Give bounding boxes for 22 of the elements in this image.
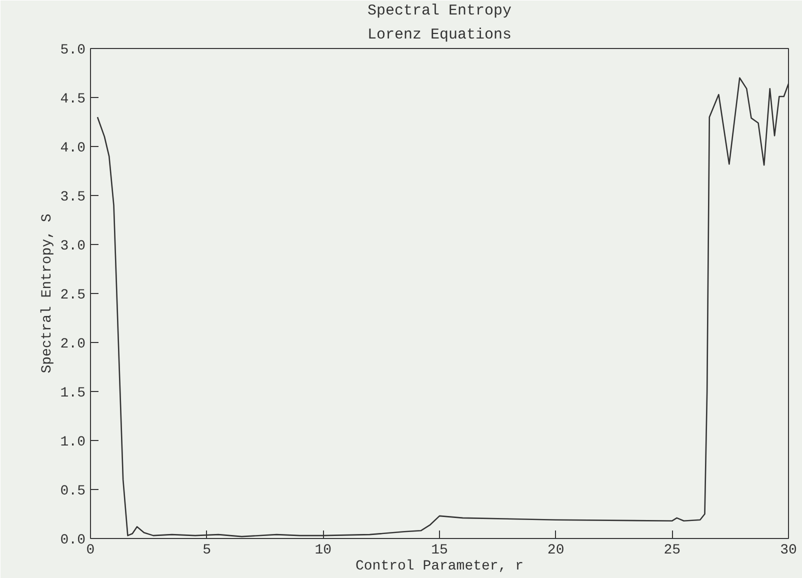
y-tick-label: 4.5 bbox=[60, 92, 86, 108]
y-tick-label: 0.0 bbox=[60, 532, 86, 548]
y-tick-label: 3.0 bbox=[60, 238, 86, 254]
x-tick-label: 30 bbox=[780, 542, 797, 558]
y-tick-label: 1.5 bbox=[60, 386, 86, 402]
x-tick-label: 5 bbox=[202, 542, 212, 558]
y-tick-label: 1.0 bbox=[60, 434, 86, 450]
x-tick-label: 10 bbox=[314, 542, 332, 558]
x-tick-label: 0 bbox=[86, 542, 95, 558]
y-tick-label: 4.0 bbox=[60, 140, 86, 156]
x-tick-label: 20 bbox=[547, 542, 564, 558]
x-tick-label: 25 bbox=[664, 542, 681, 558]
y-tick-label: 5.0 bbox=[60, 42, 86, 58]
chart-subtitle: Lorenz Equations bbox=[367, 26, 512, 44]
y-tick-label: 2.0 bbox=[60, 336, 86, 352]
y-tick-label: 0.5 bbox=[60, 484, 86, 500]
chart-title: Spectral Entropy bbox=[367, 2, 512, 20]
x-tick-label: 15 bbox=[431, 542, 448, 558]
x-axis-title: Control Parameter, r bbox=[355, 558, 524, 574]
y-axis-title: Spectral Entropy, S bbox=[39, 214, 56, 374]
y-tick-label: 3.5 bbox=[60, 190, 86, 206]
y-tick-label: 2.5 bbox=[60, 288, 86, 304]
